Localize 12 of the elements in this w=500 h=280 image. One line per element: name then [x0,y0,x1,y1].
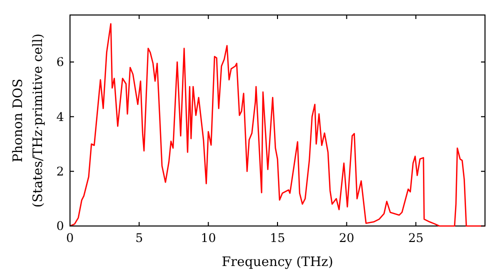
x-tick-label: 5 [135,231,143,245]
x-tick-label: 0 [66,231,74,245]
x-tick-label: 10 [200,231,216,245]
x-axis-title: Frequency (THz) [222,255,334,270]
y-tick-label: 0 [56,219,64,234]
y-tick-label: 6 [56,55,64,70]
y-tick-label: 4 [56,110,64,124]
y-tick-label: 2 [56,164,64,179]
x-tick-label: 20 [339,231,354,245]
x-tick-label: 15 [270,231,286,245]
x-tick-label: 25 [408,231,424,245]
y-axis-title: Phonon DOS (States/THz·primitive cell) [11,33,46,208]
